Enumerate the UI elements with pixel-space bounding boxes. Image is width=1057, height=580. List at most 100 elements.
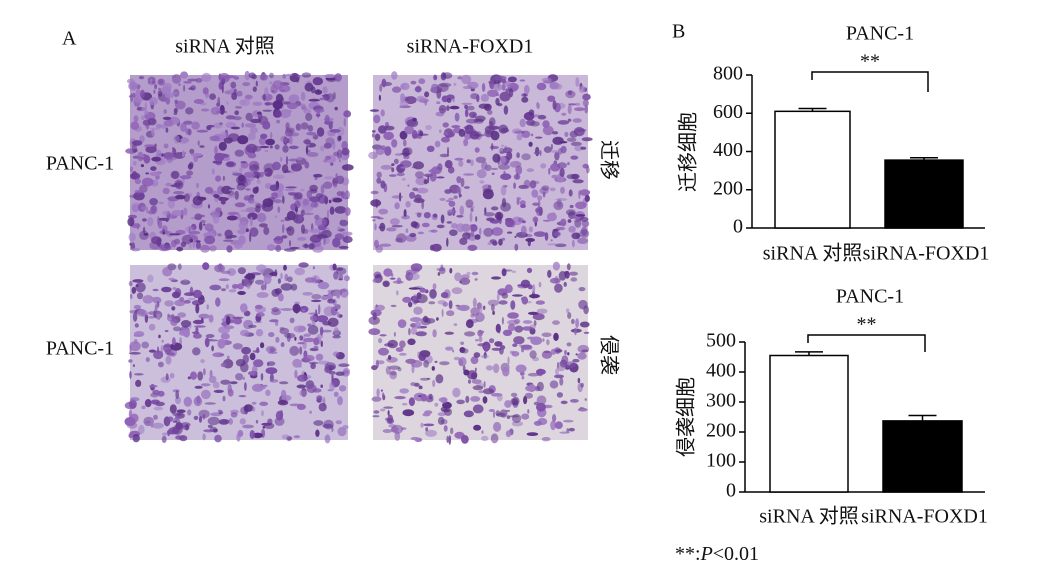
cell — [261, 410, 264, 417]
cell — [514, 325, 524, 333]
cell — [173, 112, 178, 115]
cell — [141, 206, 147, 210]
cell — [368, 151, 378, 160]
cell — [128, 352, 141, 355]
cell — [243, 404, 254, 412]
cell — [165, 218, 169, 222]
cell — [183, 193, 190, 202]
cell — [251, 74, 257, 80]
cell — [439, 267, 446, 275]
cell — [308, 243, 315, 250]
cell — [262, 384, 268, 387]
cell — [443, 289, 451, 299]
cell — [311, 294, 322, 300]
cell — [481, 161, 488, 170]
cell — [150, 166, 157, 172]
cell — [212, 214, 220, 224]
cell — [259, 145, 270, 149]
cell — [524, 84, 530, 95]
cell — [543, 350, 551, 354]
cell — [234, 202, 246, 208]
cell — [546, 212, 557, 222]
cell — [247, 212, 258, 220]
cell — [213, 389, 224, 393]
cell — [204, 402, 216, 405]
cell — [438, 397, 448, 403]
cell — [467, 244, 478, 251]
cell — [300, 188, 305, 192]
cell — [173, 326, 181, 332]
cell — [198, 409, 210, 419]
cell — [129, 370, 132, 379]
cell — [192, 289, 202, 299]
cell — [470, 396, 481, 402]
cell — [154, 84, 158, 90]
cell — [573, 107, 586, 112]
cell — [265, 389, 271, 396]
cell — [388, 174, 397, 177]
cell — [402, 409, 415, 417]
cell — [189, 238, 193, 243]
cell — [234, 149, 244, 157]
cell — [435, 374, 444, 384]
cell — [456, 215, 464, 218]
cell — [268, 332, 275, 338]
cell — [141, 115, 145, 121]
cell — [516, 152, 520, 159]
x-tick-label: siRNA-FOXD1 — [861, 506, 988, 528]
cell — [436, 83, 449, 92]
cell — [471, 372, 478, 380]
cell — [281, 235, 288, 239]
cell — [304, 333, 311, 337]
cell — [145, 172, 149, 175]
cell — [303, 139, 311, 145]
cell — [529, 180, 537, 189]
cell — [442, 122, 449, 128]
cell — [485, 365, 494, 371]
cell — [582, 99, 590, 107]
cell — [269, 184, 279, 192]
cell — [282, 224, 285, 234]
cell — [461, 74, 472, 85]
cell — [465, 118, 478, 124]
cell — [548, 167, 551, 175]
cell — [477, 329, 483, 337]
cell — [221, 83, 224, 94]
cell — [493, 83, 503, 91]
cell — [370, 190, 379, 195]
cell — [453, 195, 458, 199]
cell — [130, 121, 140, 130]
cell — [156, 313, 161, 321]
cell — [245, 143, 258, 153]
cell — [502, 269, 513, 272]
cell — [520, 225, 527, 236]
cell — [173, 134, 180, 144]
cell — [294, 369, 298, 379]
cell — [501, 316, 504, 325]
cell — [160, 86, 172, 95]
cell — [579, 189, 591, 196]
cell — [383, 406, 394, 409]
cell — [311, 299, 322, 303]
cell — [175, 390, 179, 399]
cell — [235, 373, 244, 381]
cell — [187, 234, 194, 237]
cell — [508, 323, 516, 332]
cell — [432, 329, 437, 338]
cell — [322, 93, 330, 101]
cell — [490, 167, 499, 170]
cell — [148, 349, 156, 353]
cell — [491, 172, 495, 175]
y-tick-label: 800 — [713, 63, 743, 85]
cell — [492, 363, 500, 374]
cell — [396, 290, 399, 296]
cell — [154, 303, 158, 313]
cell — [162, 116, 172, 120]
cell — [194, 325, 206, 328]
cell — [343, 110, 352, 118]
cell — [332, 335, 341, 339]
cell — [128, 281, 133, 287]
cell — [449, 267, 453, 274]
cell — [332, 379, 338, 385]
cell — [542, 338, 545, 342]
